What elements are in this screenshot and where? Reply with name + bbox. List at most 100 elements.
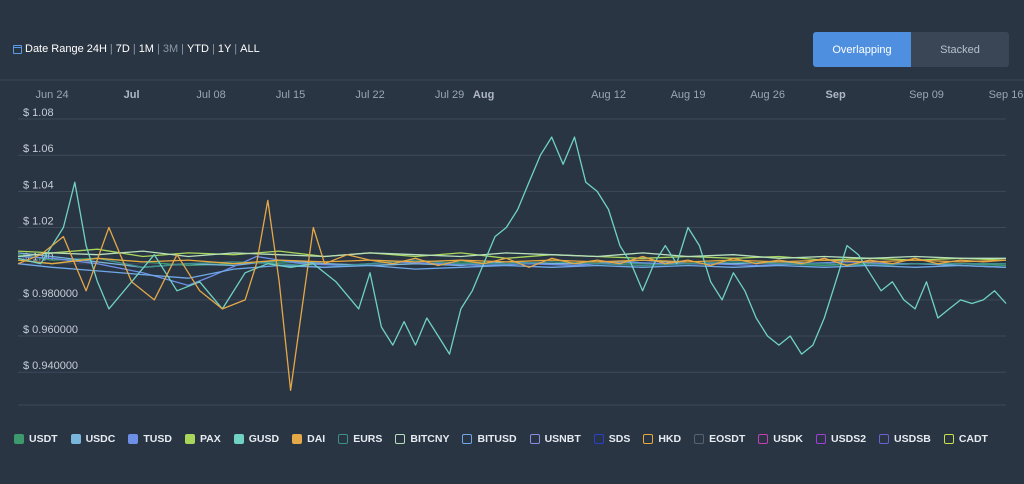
legend-label: BITUSD — [477, 432, 517, 445]
overlapping-button[interactable]: Overlapping — [813, 32, 911, 67]
range-separator: | — [109, 43, 113, 55]
x-tick-label: Sep — [826, 89, 846, 101]
legend-swatch — [233, 433, 244, 444]
legend-swatch — [643, 433, 654, 444]
y-tick-label: $ 1.04 — [23, 179, 54, 191]
stacked-button[interactable]: Stacked — [911, 32, 1009, 67]
x-tick-label: Aug 19 — [671, 89, 706, 101]
legend-label: BITCNY — [410, 432, 450, 445]
legend-item-dai[interactable]: DAI — [292, 432, 325, 445]
calendar-icon — [13, 44, 22, 54]
legend-label: USDC — [85, 432, 116, 445]
x-tick-label: Jul 22 — [355, 89, 384, 101]
legend-label: DAI — [307, 432, 326, 445]
legend-swatch — [128, 433, 139, 444]
legend-item-sds[interactable]: SDS — [593, 432, 631, 445]
legend-swatch — [816, 433, 827, 444]
legend-swatch — [292, 433, 303, 444]
legend-swatch — [184, 433, 195, 444]
legend-label: EURS — [353, 432, 383, 445]
legend-label: PAX — [199, 432, 221, 445]
legend-label: SDS — [608, 432, 631, 445]
y-tick-label: $ 1.02 — [23, 216, 54, 228]
legend-swatch — [70, 433, 81, 444]
x-tick-label: Jul 08 — [196, 89, 225, 101]
legend-swatch — [879, 433, 890, 444]
legend-item-bitusd[interactable]: BITUSD — [462, 432, 517, 445]
date-range-options: 24H | 7D | 1M | 3M | YTD | 1Y | ALL — [87, 43, 260, 55]
legend-item-usnbt[interactable]: USNBT — [529, 432, 581, 445]
range-option-7d[interactable]: 7D — [115, 43, 130, 55]
legend-item-bitcny[interactable]: BITCNY — [395, 432, 449, 445]
legend-label: USDK — [773, 432, 804, 445]
legend-item-hkd[interactable]: HKD — [643, 432, 681, 445]
x-tick-label: Aug 26 — [750, 89, 785, 101]
legend-item-gusd[interactable]: GUSD — [233, 432, 280, 445]
x-tick-label: Sep 16 — [989, 89, 1024, 101]
legend-item-eurs[interactable]: EURS — [338, 432, 382, 445]
legend-swatch — [395, 433, 406, 444]
x-tick-label: Sep 09 — [909, 89, 944, 101]
legend-swatch — [593, 433, 604, 444]
legend-label: USDT — [29, 432, 58, 445]
legend-label: HKD — [658, 432, 682, 445]
legend-item-usdc[interactable]: USDC — [70, 432, 116, 445]
legend-item-usdt[interactable]: USDT — [14, 432, 58, 445]
legend-swatch — [943, 433, 954, 444]
x-tick-label: Jul — [124, 89, 140, 101]
y-tick-label: $ 0.980000 — [23, 288, 78, 300]
legend-label: USDS2 — [831, 432, 867, 445]
date-range-bar: Date Range 24H | 7D | 1M | 3M | YTD | 1Y | ALL — [13, 43, 260, 55]
legend-swatch — [694, 433, 705, 444]
legend-swatch — [758, 433, 769, 444]
legend-item-tusd[interactable]: TUSD — [128, 432, 172, 445]
chart-legend: USDT USDC TUSD PAX GUSD DAI EURS BITCNY BITUSD US… — [14, 432, 1014, 445]
series-line-bitcny — [17, 250, 1006, 259]
y-axis: $ 1.08$ 1.06$ 1.04$ 1.02$ 1.00$ 0.980000… — [23, 107, 78, 372]
legend-swatch — [462, 433, 473, 444]
range-option-3m[interactable]: 3M — [162, 43, 179, 55]
range-separator: | — [181, 43, 184, 55]
range-option-ytd[interactable]: YTD — [186, 43, 209, 55]
range-option-24h[interactable]: 24H — [86, 43, 107, 55]
x-axis: Jun 24 Jul Jul 08 Jul 15 Jul 22 Jul 29 Aug Aug … — [36, 89, 1024, 101]
legend-label: EOSDT — [709, 432, 746, 445]
legend-label: CADT — [958, 432, 988, 445]
series-line-dai — [17, 199, 1007, 391]
legend-swatch — [14, 433, 24, 444]
series-line-hkd — [17, 257, 1007, 265]
legend-label: USNBT — [544, 432, 581, 445]
price-chart: Jun 24 Jul Jul 08 Jul 15 Jul 22 Jul 29 Aug Aug … — [0, 79, 1024, 406]
series-lines — [17, 136, 1007, 391]
series-line-gusd — [17, 136, 1007, 355]
y-tick-label: $ 1.08 — [23, 107, 54, 119]
legend-swatch — [529, 433, 540, 444]
legend-item-usds2[interactable]: USDS2 — [816, 432, 866, 445]
legend-label: GUSD — [248, 432, 280, 445]
x-tick-label: Jul 29 — [435, 89, 464, 101]
legend-item-usdsb[interactable]: USDSB — [879, 432, 931, 445]
legend-item-usdk[interactable]: USDK — [758, 432, 803, 445]
legend-item-pax[interactable]: PAX — [184, 432, 221, 445]
series-line-eurs — [17, 257, 1006, 268]
x-tick-label: Aug 12 — [591, 89, 626, 101]
x-tick-label: Jul 15 — [276, 89, 305, 101]
range-option-1y[interactable]: 1Y — [217, 43, 232, 55]
legend-item-cadt[interactable]: CADT — [943, 432, 988, 445]
series-line-bitusd — [17, 263, 1007, 279]
date-range-label: Date Range — [25, 43, 84, 55]
range-separator: | — [211, 43, 215, 55]
y-tick-label: $ 0.960000 — [23, 324, 78, 336]
y-tick-label: $ 0.940000 — [23, 360, 78, 372]
range-separator: | — [234, 43, 238, 55]
range-separator: | — [132, 43, 136, 55]
legend-swatch — [338, 433, 349, 444]
range-option-1m[interactable]: 1M — [138, 43, 154, 55]
x-tick-label: Jun 24 — [36, 89, 69, 101]
range-option-all[interactable]: ALL — [240, 43, 260, 55]
chart-grid — [0, 79, 1024, 406]
legend-item-eosdt[interactable]: EOSDT — [694, 432, 745, 445]
legend-label: TUSD — [143, 432, 172, 445]
x-tick-label: Aug — [473, 89, 494, 101]
y-tick-label: $ 1.06 — [23, 143, 54, 155]
